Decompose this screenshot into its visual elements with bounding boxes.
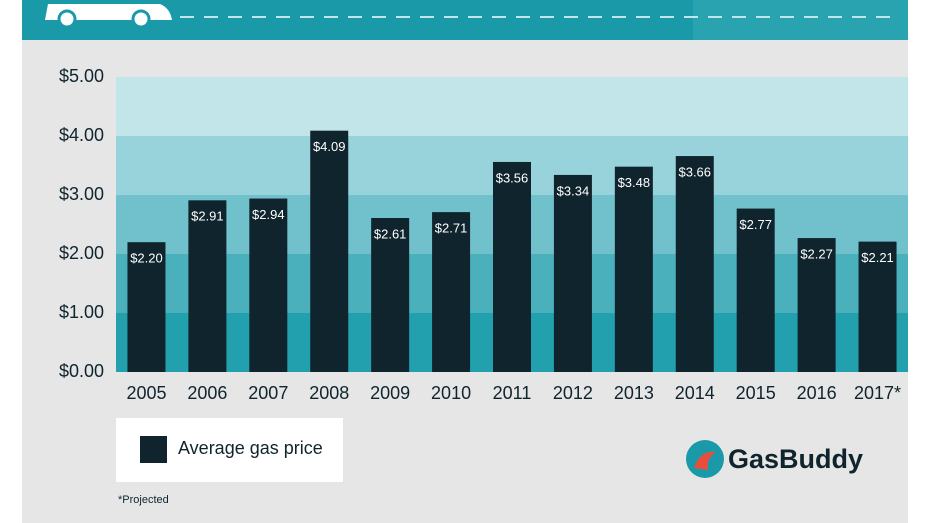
value-label: $2.20 — [130, 251, 163, 266]
y-tick-label: $1.00 — [59, 302, 104, 322]
value-label: $2.77 — [739, 217, 772, 232]
car-wheel — [131, 9, 151, 29]
x-tick-label: 2008 — [309, 383, 349, 403]
x-tick-label: 2009 — [370, 383, 410, 403]
value-label: $3.66 — [678, 164, 711, 179]
value-label: $4.09 — [313, 139, 346, 154]
bar — [797, 238, 836, 372]
bar — [614, 166, 653, 372]
bar — [371, 218, 410, 372]
bar — [188, 200, 227, 372]
value-label: $2.21 — [861, 250, 894, 265]
value-label: $3.48 — [618, 175, 651, 190]
x-tick-label: 2010 — [431, 383, 471, 403]
brand-name: GasBuddy — [728, 444, 863, 474]
x-tick-label: 2014 — [675, 383, 715, 403]
banner-accent — [693, 0, 908, 40]
x-tick-label: 2016 — [797, 383, 837, 403]
y-tick-label: $2.00 — [59, 243, 104, 263]
logo-road — [694, 451, 716, 470]
bar — [553, 174, 592, 372]
plot-area: $0.00 $1.00 $2.00 $3.00 $4.00 $5.00 $2.20 $2.91… — [59, 66, 908, 403]
value-label: $3.56 — [496, 170, 529, 185]
x-tick-label: 2017* — [854, 383, 901, 403]
car-wheel — [57, 9, 77, 29]
value-label: $2.91 — [191, 209, 224, 224]
brand-logo: GasBuddy — [686, 440, 863, 478]
value-label: $2.71 — [435, 221, 468, 236]
y-tick-label: $3.00 — [59, 184, 104, 204]
value-label: $2.94 — [252, 207, 285, 222]
bar — [493, 161, 531, 372]
x-tick-label: 2015 — [736, 383, 776, 403]
x-tick-label: 2011 — [493, 383, 532, 403]
car-icon — [45, 4, 172, 29]
y-tick-label: $4.00 — [59, 125, 104, 145]
bar — [432, 212, 471, 372]
bar — [249, 198, 288, 372]
value-label: $3.34 — [557, 183, 590, 198]
bar — [736, 208, 775, 372]
value-label: $2.61 — [374, 226, 407, 241]
y-tick-label: $5.00 — [59, 66, 104, 86]
grid-band — [116, 77, 908, 136]
x-tick-label: 2012 — [553, 383, 593, 403]
legend-swatch — [140, 436, 167, 463]
bar — [675, 156, 714, 372]
y-tick-label: $0.00 — [59, 361, 104, 381]
x-tick-label: 2006 — [187, 383, 227, 403]
x-tick-label: 2013 — [614, 383, 654, 403]
bar — [310, 130, 349, 372]
bar — [858, 241, 897, 372]
bar — [127, 242, 166, 372]
x-tick-label: 2005 — [126, 383, 166, 403]
footnote: *Projected — [118, 494, 169, 506]
value-label: $2.27 — [800, 247, 833, 262]
legend-label: Average gas price — [178, 438, 323, 458]
x-tick-label: 2007 — [248, 383, 288, 403]
